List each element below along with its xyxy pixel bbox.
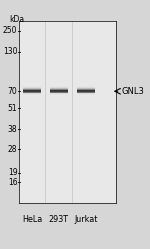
Text: 130: 130 — [3, 47, 17, 56]
Bar — [77, 94, 95, 95]
Bar — [23, 89, 41, 90]
Bar — [77, 90, 95, 92]
Bar — [77, 89, 95, 90]
Text: 51: 51 — [8, 104, 17, 113]
Bar — [50, 93, 68, 94]
Bar — [23, 87, 41, 88]
Bar — [23, 95, 41, 96]
Bar — [50, 90, 68, 91]
Bar — [23, 94, 41, 95]
Bar — [23, 96, 41, 97]
Bar — [23, 85, 41, 87]
Bar — [77, 84, 95, 86]
Bar — [50, 91, 68, 93]
Bar — [77, 95, 95, 96]
Bar — [50, 86, 68, 87]
Bar — [77, 96, 95, 97]
Bar — [50, 94, 68, 95]
Bar — [77, 87, 95, 88]
Text: 250: 250 — [3, 26, 17, 35]
Bar — [23, 93, 41, 94]
Bar — [50, 96, 68, 97]
Text: HeLa: HeLa — [22, 215, 42, 224]
Text: 70: 70 — [8, 87, 17, 96]
Text: 293T: 293T — [48, 215, 68, 224]
Bar — [50, 95, 68, 96]
Bar — [23, 90, 41, 92]
Text: kDa: kDa — [9, 15, 24, 24]
Bar — [50, 89, 68, 90]
Bar — [77, 91, 95, 93]
Bar — [23, 92, 41, 93]
Bar — [23, 86, 41, 87]
Bar — [50, 90, 68, 92]
Bar — [77, 92, 95, 93]
Bar — [50, 88, 68, 89]
Bar — [19, 21, 116, 203]
Bar — [23, 90, 41, 91]
Bar — [50, 92, 68, 93]
Bar — [77, 86, 95, 87]
Bar — [50, 84, 68, 86]
Bar — [23, 91, 41, 93]
Bar — [77, 85, 95, 87]
Text: 16: 16 — [8, 178, 17, 187]
Text: 38: 38 — [8, 125, 17, 134]
Bar — [77, 88, 95, 89]
Text: GNL3: GNL3 — [122, 87, 145, 96]
Bar — [23, 84, 41, 86]
Bar — [50, 87, 68, 88]
Bar — [77, 90, 95, 91]
Text: Jurkat: Jurkat — [74, 215, 98, 224]
Text: 19: 19 — [8, 168, 17, 177]
Bar — [77, 93, 95, 94]
Bar — [50, 85, 68, 87]
Bar — [23, 88, 41, 89]
Text: 28: 28 — [8, 145, 17, 154]
